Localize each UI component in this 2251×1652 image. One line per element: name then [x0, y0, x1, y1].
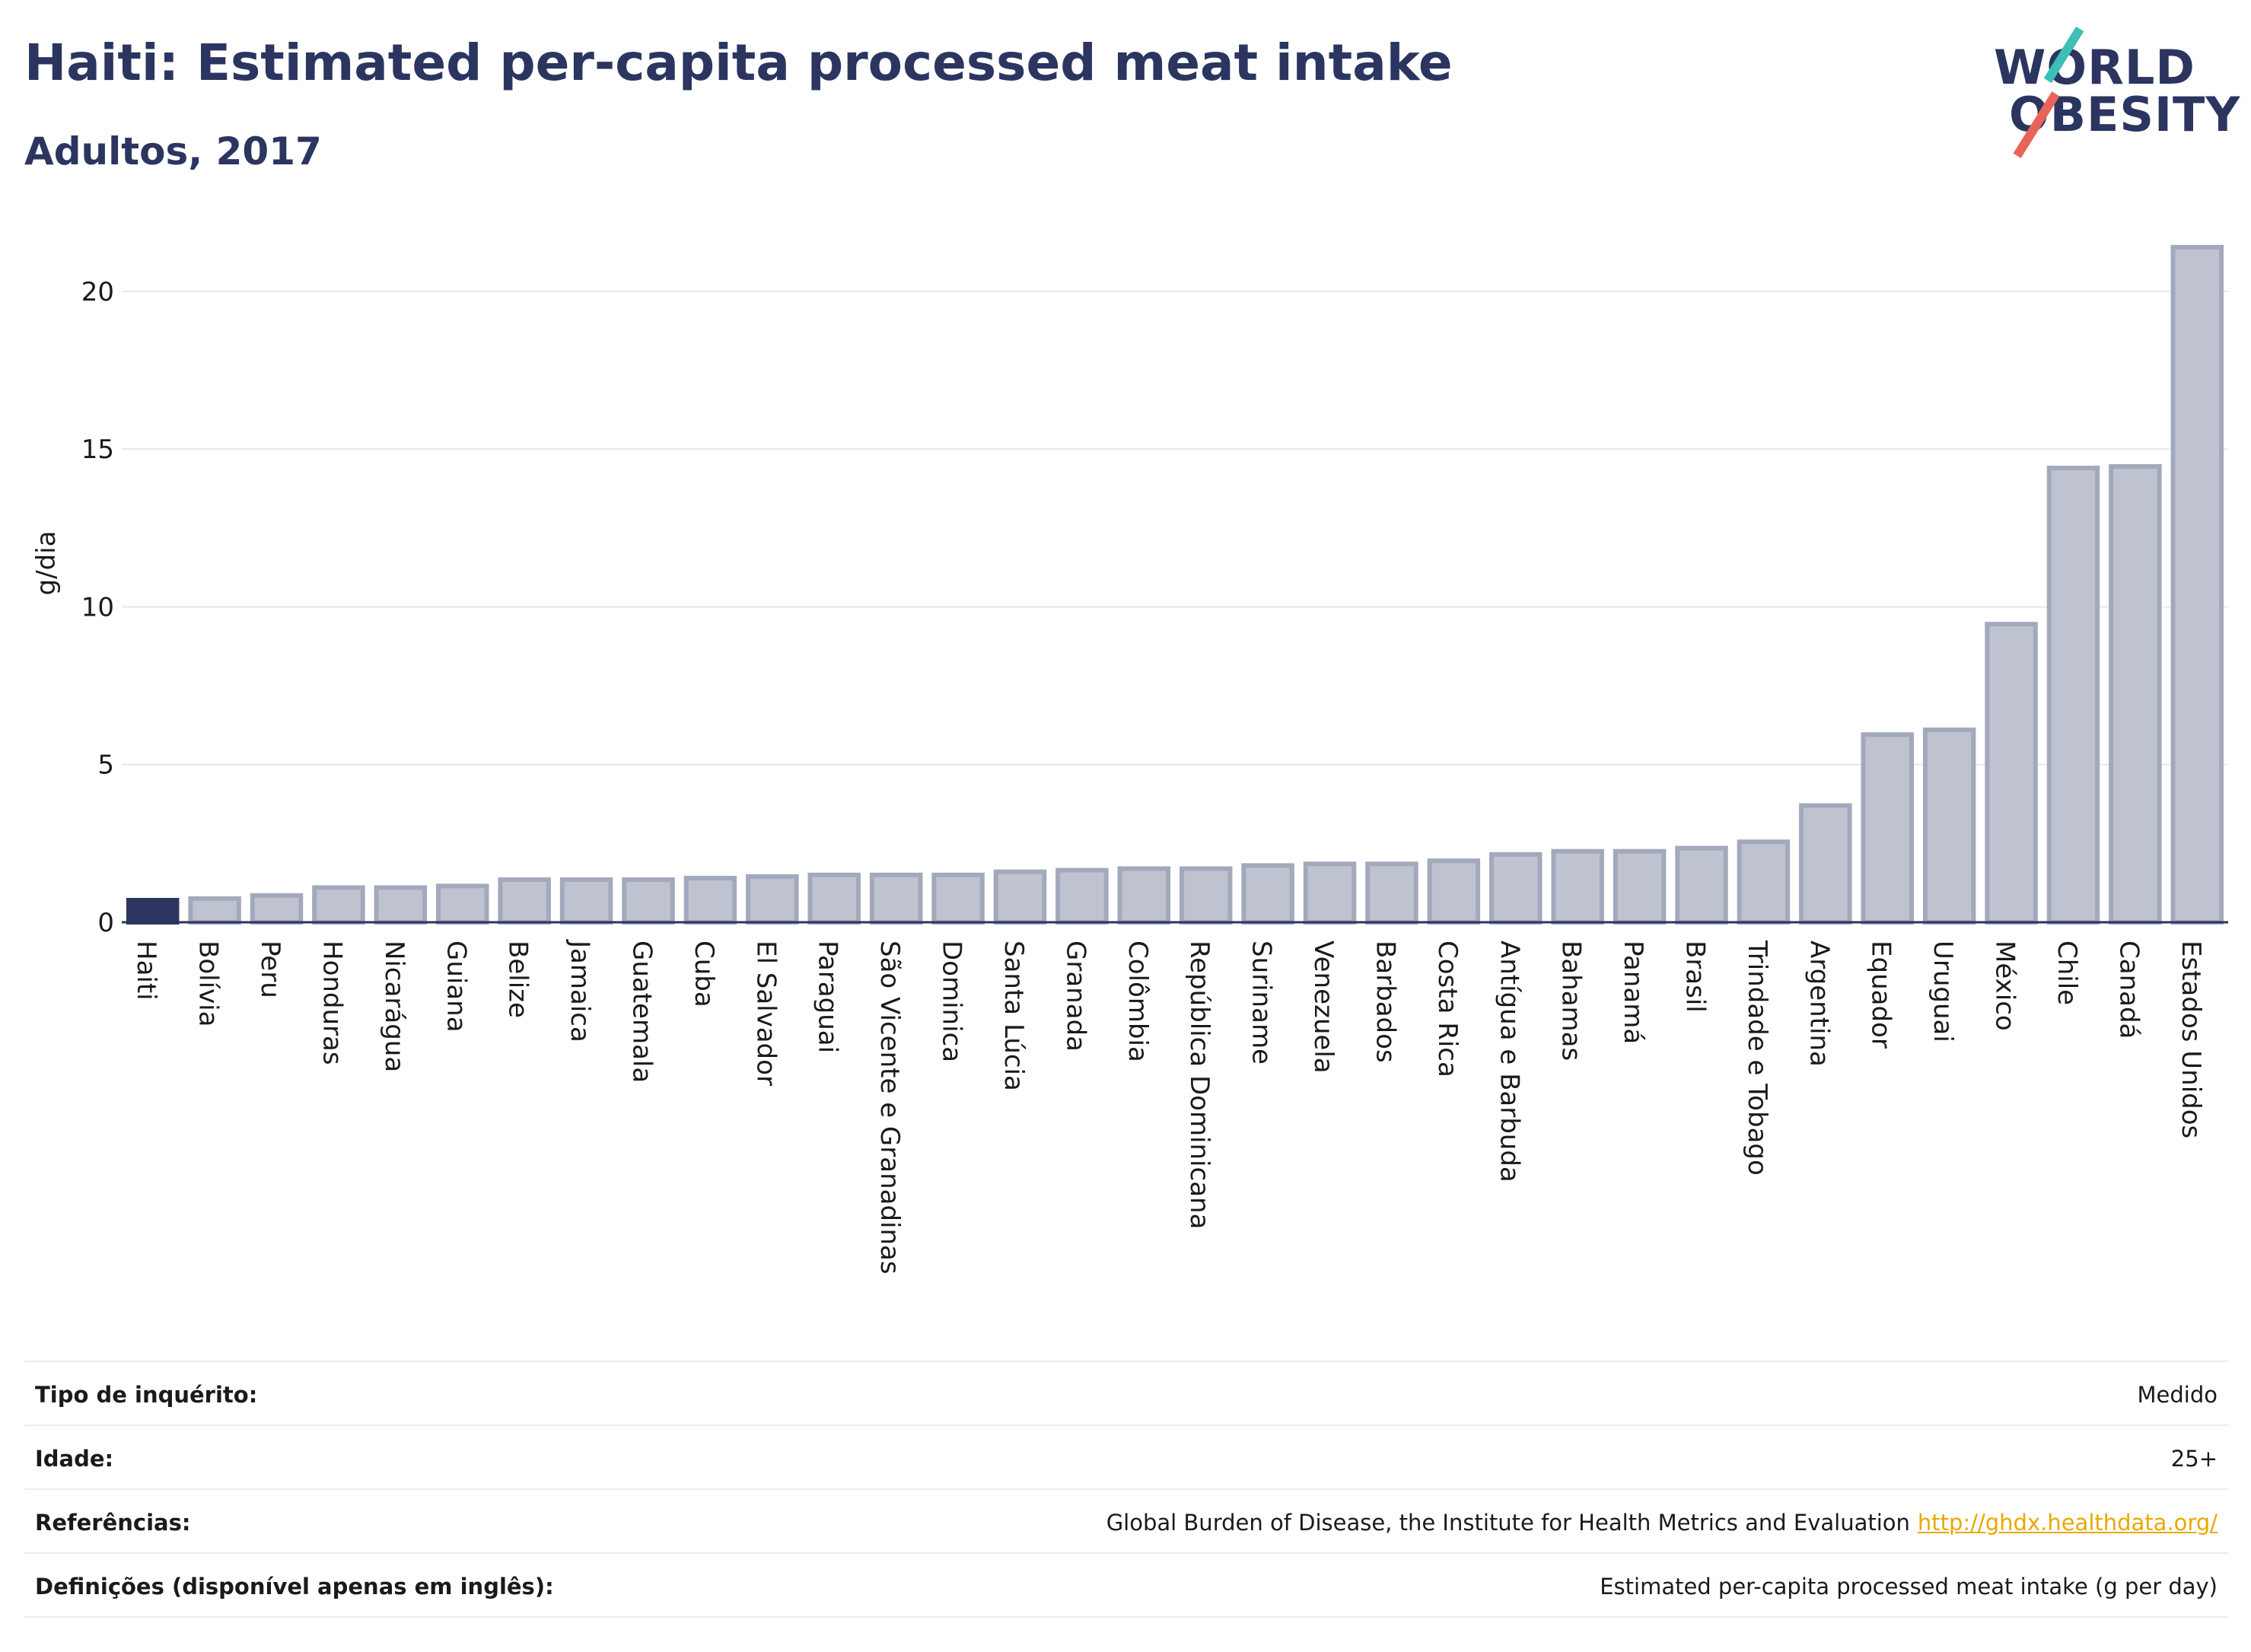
x-tick-label: Panamá — [1618, 941, 1648, 1044]
info-label: Definições (disponível apenas em inglês)… — [35, 1574, 554, 1599]
bar-guatemala[interactable] — [622, 877, 675, 925]
x-tick-label: Argentina — [1804, 941, 1834, 1067]
bar-paraguai[interactable] — [807, 872, 861, 925]
x-tick-label: Peru — [255, 941, 285, 998]
y-tick-label: 10 — [81, 592, 114, 622]
bar-equador[interactable] — [1861, 732, 1914, 925]
x-tick-label: Colômbia — [1122, 941, 1153, 1062]
info-row-references: Referências: Global Burden of Disease, t… — [24, 1488, 2228, 1552]
x-tick-label: Guiana — [441, 941, 471, 1033]
bar-nicar-gua[interactable] — [374, 885, 428, 925]
x-tick-label: Paraguai — [813, 941, 843, 1053]
world-obesity-logo[interactable]: WORLD OBESITY — [1986, 23, 2240, 160]
x-tick-label: Cuba — [689, 941, 719, 1007]
bar-venezuela[interactable] — [1303, 861, 1357, 925]
chart-title: Haiti: Estimated per-capita processed me… — [24, 33, 1453, 92]
y-axis-ticks: 0 5 10 15 20 — [81, 277, 114, 938]
x-tick-label: Estados Unidos — [2176, 941, 2206, 1138]
info-value: 25+ — [2170, 1446, 2218, 1472]
x-tick-label: Trindade e Tobago — [1742, 940, 1772, 1176]
bar-granada[interactable] — [1055, 867, 1109, 925]
bar-guiana[interactable] — [436, 883, 489, 925]
info-label: Tipo de inquérito: — [35, 1382, 258, 1408]
logo-line-1: WORLD — [1994, 40, 2195, 95]
x-tick-label: Santa Lúcia — [998, 941, 1029, 1091]
bar-suriname[interactable] — [1241, 863, 1294, 925]
info-row-survey-type: Tipo de inquérito: Medido — [24, 1361, 2228, 1424]
bar-costa-rica[interactable] — [1427, 858, 1481, 925]
info-row-age: Idade: 25+ — [24, 1424, 2228, 1488]
bar-col-mbia[interactable] — [1117, 866, 1171, 925]
x-tick-label: Haiti — [131, 941, 161, 1001]
x-tick-label: Canadá — [2113, 941, 2144, 1039]
bar-uruguai[interactable] — [1922, 727, 1976, 925]
x-tick-label: Dominica — [937, 941, 967, 1062]
bar-chile[interactable] — [2046, 466, 2100, 925]
y-tick-label: 15 — [81, 434, 114, 465]
x-tick-label: Uruguai — [1928, 941, 1958, 1042]
x-tick-label: São Vicente e Granadinas — [874, 941, 905, 1275]
info-label: Referências: — [35, 1510, 191, 1536]
x-tick-label: Belize — [503, 941, 533, 1018]
x-tick-label: Bolívia — [193, 941, 224, 1027]
bar-s-o-vicente-e-granadinas[interactable] — [869, 872, 923, 925]
x-axis-ticks: Haiti Bolívia Peru Honduras Nicarágua Guiana B… — [131, 939, 2206, 1275]
y-axis-label: g/dia — [31, 531, 62, 596]
bar-barbados[interactable] — [1365, 861, 1418, 925]
x-tick-label: Venezuela — [1308, 941, 1339, 1074]
gridlines — [122, 290, 2228, 766]
x-tick-label: Brasil — [1680, 941, 1711, 1013]
bar-brasil[interactable] — [1675, 845, 1728, 925]
x-tick-label: México — [1990, 941, 2020, 1031]
bar-santa-l-cia[interactable] — [993, 869, 1047, 925]
bar-dominica[interactable] — [931, 872, 985, 925]
bar-estados-unidos[interactable] — [2170, 244, 2224, 925]
bar-peru[interactable] — [250, 893, 304, 925]
bar-argentina[interactable] — [1799, 803, 1852, 925]
x-tick-label: Granada — [1060, 941, 1090, 1052]
y-tick-label: 0 — [97, 908, 114, 938]
bar-canad-[interactable] — [2109, 463, 2162, 925]
x-tick-label: Bahamas — [1556, 941, 1587, 1061]
info-label: Idade: — [35, 1446, 114, 1472]
x-tick-label: Suriname — [1246, 941, 1277, 1065]
bar-bol-via[interactable] — [188, 896, 241, 925]
bar-belize[interactable] — [498, 877, 551, 925]
info-value: Medido — [2137, 1382, 2218, 1408]
bar-bahamas[interactable] — [1551, 848, 1604, 925]
x-tick-label: Antígua e Barbuda — [1494, 941, 1524, 1183]
bar-m-xico[interactable] — [1985, 622, 2038, 925]
x-tick-label: Jamaica — [565, 939, 595, 1042]
bar-el-salvador[interactable] — [746, 874, 799, 925]
x-tick-label: República Dominicana — [1184, 941, 1215, 1229]
x-tick-label: Chile — [2052, 941, 2082, 1005]
x-tick-label: El Salvador — [750, 941, 781, 1086]
info-table: Tipo de inquérito: Medido Idade: 25+ Ref… — [24, 1361, 2228, 1618]
bar-chart: 0 5 10 15 20 Haiti Bolívia Peru Honduras Nicarág… — [31, 244, 2228, 1275]
info-value: Estimated per-capita processed meat inta… — [1600, 1574, 2218, 1599]
reference-text: Global Burden of Disease, the Institute … — [1106, 1510, 1910, 1536]
reference-link[interactable]: http://ghdx.healthdata.org/ — [1917, 1510, 2218, 1536]
bar-haiti[interactable] — [126, 897, 180, 925]
bar-trindade-e-tobago[interactable] — [1737, 839, 1791, 925]
x-tick-label: Honduras — [317, 941, 347, 1065]
bar-rep-blica-dominicana[interactable] — [1179, 866, 1233, 925]
bars — [126, 244, 2224, 925]
bar-cuba[interactable] — [683, 875, 737, 925]
bar-ant-gua-e-barbuda[interactable] — [1489, 851, 1543, 925]
info-value-wrap: Global Burden of Disease, the Institute … — [1106, 1510, 2218, 1536]
x-tick-label: Nicarágua — [379, 941, 409, 1072]
x-tick-label: Guatemala — [627, 941, 657, 1083]
chart-subtitle: Adultos, 2017 — [24, 129, 322, 173]
y-tick-label: 5 — [97, 750, 114, 781]
y-tick-label: 20 — [81, 277, 114, 307]
bar-panam-[interactable] — [1613, 848, 1667, 925]
x-tick-label: Barbados — [1370, 941, 1400, 1063]
bar-honduras[interactable] — [312, 885, 365, 925]
x-tick-label: Equador — [1866, 941, 1896, 1049]
x-tick-label: Costa Rica — [1432, 941, 1463, 1077]
info-row-definitions: Definições (disponível apenas em inglês)… — [24, 1552, 2228, 1618]
bar-jamaica[interactable] — [559, 877, 613, 925]
